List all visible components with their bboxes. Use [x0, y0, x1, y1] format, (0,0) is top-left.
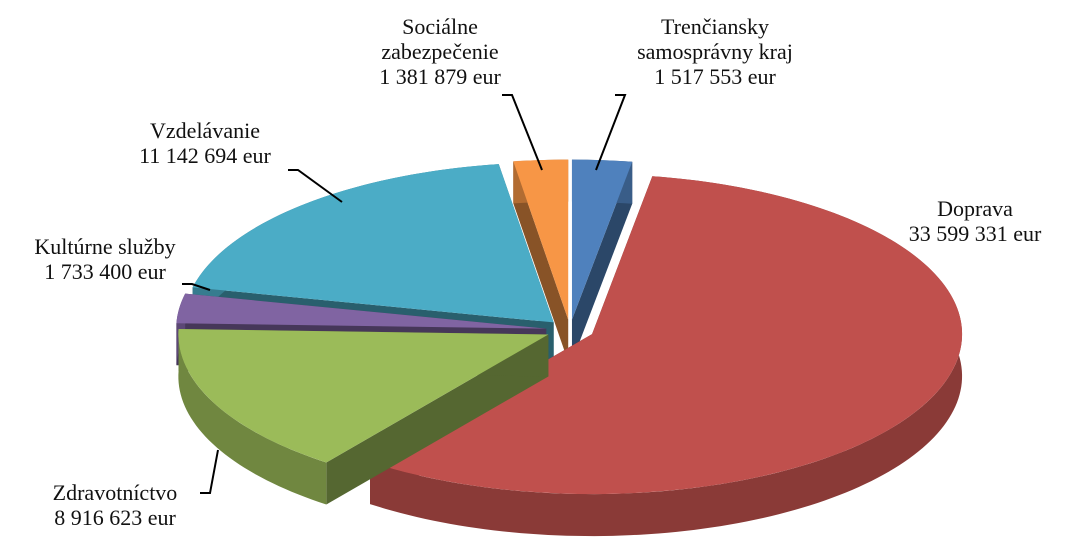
slice	[178, 329, 549, 505]
slice-top	[178, 329, 549, 463]
category-label: Vzdelávanie	[150, 118, 260, 143]
leader-line	[288, 169, 343, 203]
slice-rim	[178, 329, 327, 505]
slice-top	[571, 159, 633, 320]
slice-rim	[370, 176, 963, 537]
slice-label: Zdravotníctvo 8 916 623 eur	[20, 480, 210, 530]
slice	[571, 159, 633, 362]
slice	[513, 159, 569, 362]
slice-label: Kultúrne služby 1 733 400 eur	[0, 234, 210, 284]
slice-label: Trenčiansky samosprávny kraj 1 517 553 eu…	[620, 14, 810, 89]
slice-label: Vzdelávanie 11 142 694 eur	[100, 118, 310, 168]
value-label: 1 517 553 eur	[654, 64, 776, 89]
leader-line	[200, 449, 219, 494]
slice-top	[192, 164, 554, 323]
slice-side	[571, 161, 633, 362]
value-label: 8 916 623 eur	[54, 505, 176, 530]
slice-side	[326, 334, 549, 505]
category-label: Sociálne zabezpečenie	[381, 14, 499, 64]
category-label: Trenčiansky samosprávny kraj	[637, 14, 793, 64]
category-label: Doprava	[937, 196, 1013, 221]
category-label: Zdravotníctvo	[52, 480, 178, 505]
slice-label: Doprava 33 599 331 eur	[885, 196, 1065, 246]
leader-line	[595, 94, 627, 171]
slice-top	[370, 176, 963, 495]
slice-top	[176, 293, 547, 329]
value-label: 1 381 879 eur	[379, 64, 501, 89]
slice-top	[513, 159, 569, 320]
value-label: 1 733 400 eur	[44, 259, 166, 284]
leader-line	[182, 283, 211, 291]
value-label: 11 142 694 eur	[139, 143, 271, 168]
value-label: 33 599 331 eur	[908, 221, 1042, 246]
slice-label: Sociálne zabezpečenie 1 381 879 eur	[360, 14, 520, 89]
slice-side	[513, 161, 569, 362]
category-label: Kultúrne služby	[34, 234, 176, 259]
leader-line	[502, 94, 543, 171]
